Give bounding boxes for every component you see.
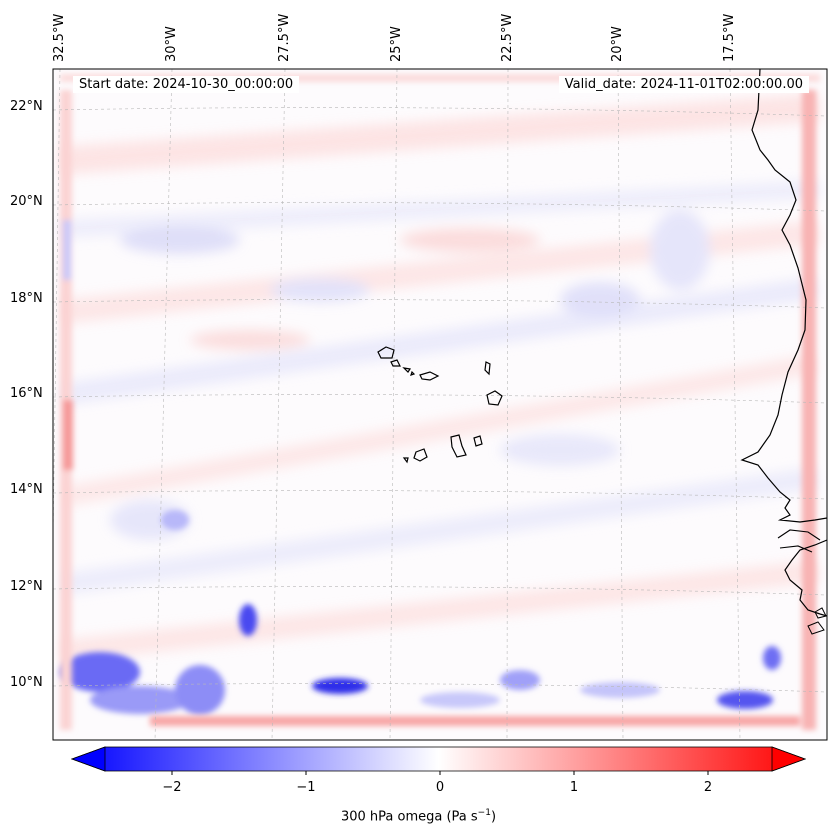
lat-tick-label: 22°N	[10, 99, 43, 114]
lat-tick-label: 20°N	[10, 194, 43, 209]
africa-coastline	[740, 69, 827, 523]
colorbar-tick-label: −1	[296, 780, 316, 795]
gridlines	[53, 69, 827, 740]
colorbar-tick-label: −2	[162, 780, 182, 795]
senegal-river-coast	[777, 529, 821, 553]
colorbar-tick-label: 0	[435, 780, 445, 795]
colorbar-tick-label: 2	[703, 780, 713, 795]
valid-date-label: Valid_date: 2024-11-01T02:00:00.00	[558, 76, 809, 93]
bissagos-islands	[807, 607, 827, 635]
omega-field	[53, 69, 827, 740]
colorbar	[70, 746, 807, 775]
colorbar-tick-label: 1	[569, 780, 579, 795]
colorbar-label: 300 hPa omega (Pa s−1)	[340, 808, 497, 825]
lat-tick-label: 16°N	[10, 386, 43, 401]
lat-tick-label: 14°N	[10, 482, 43, 497]
cape-verde-islands	[377, 346, 503, 464]
guinea-coastline	[784, 539, 827, 617]
start-date-label: Start date: 2024-10-30_00:00:00	[73, 76, 300, 93]
map-frame	[52, 68, 828, 741]
lat-tick-label: 18°N	[10, 291, 43, 306]
lat-tick-label: 10°N	[10, 675, 43, 690]
lat-tick-label: 12°N	[10, 579, 43, 594]
